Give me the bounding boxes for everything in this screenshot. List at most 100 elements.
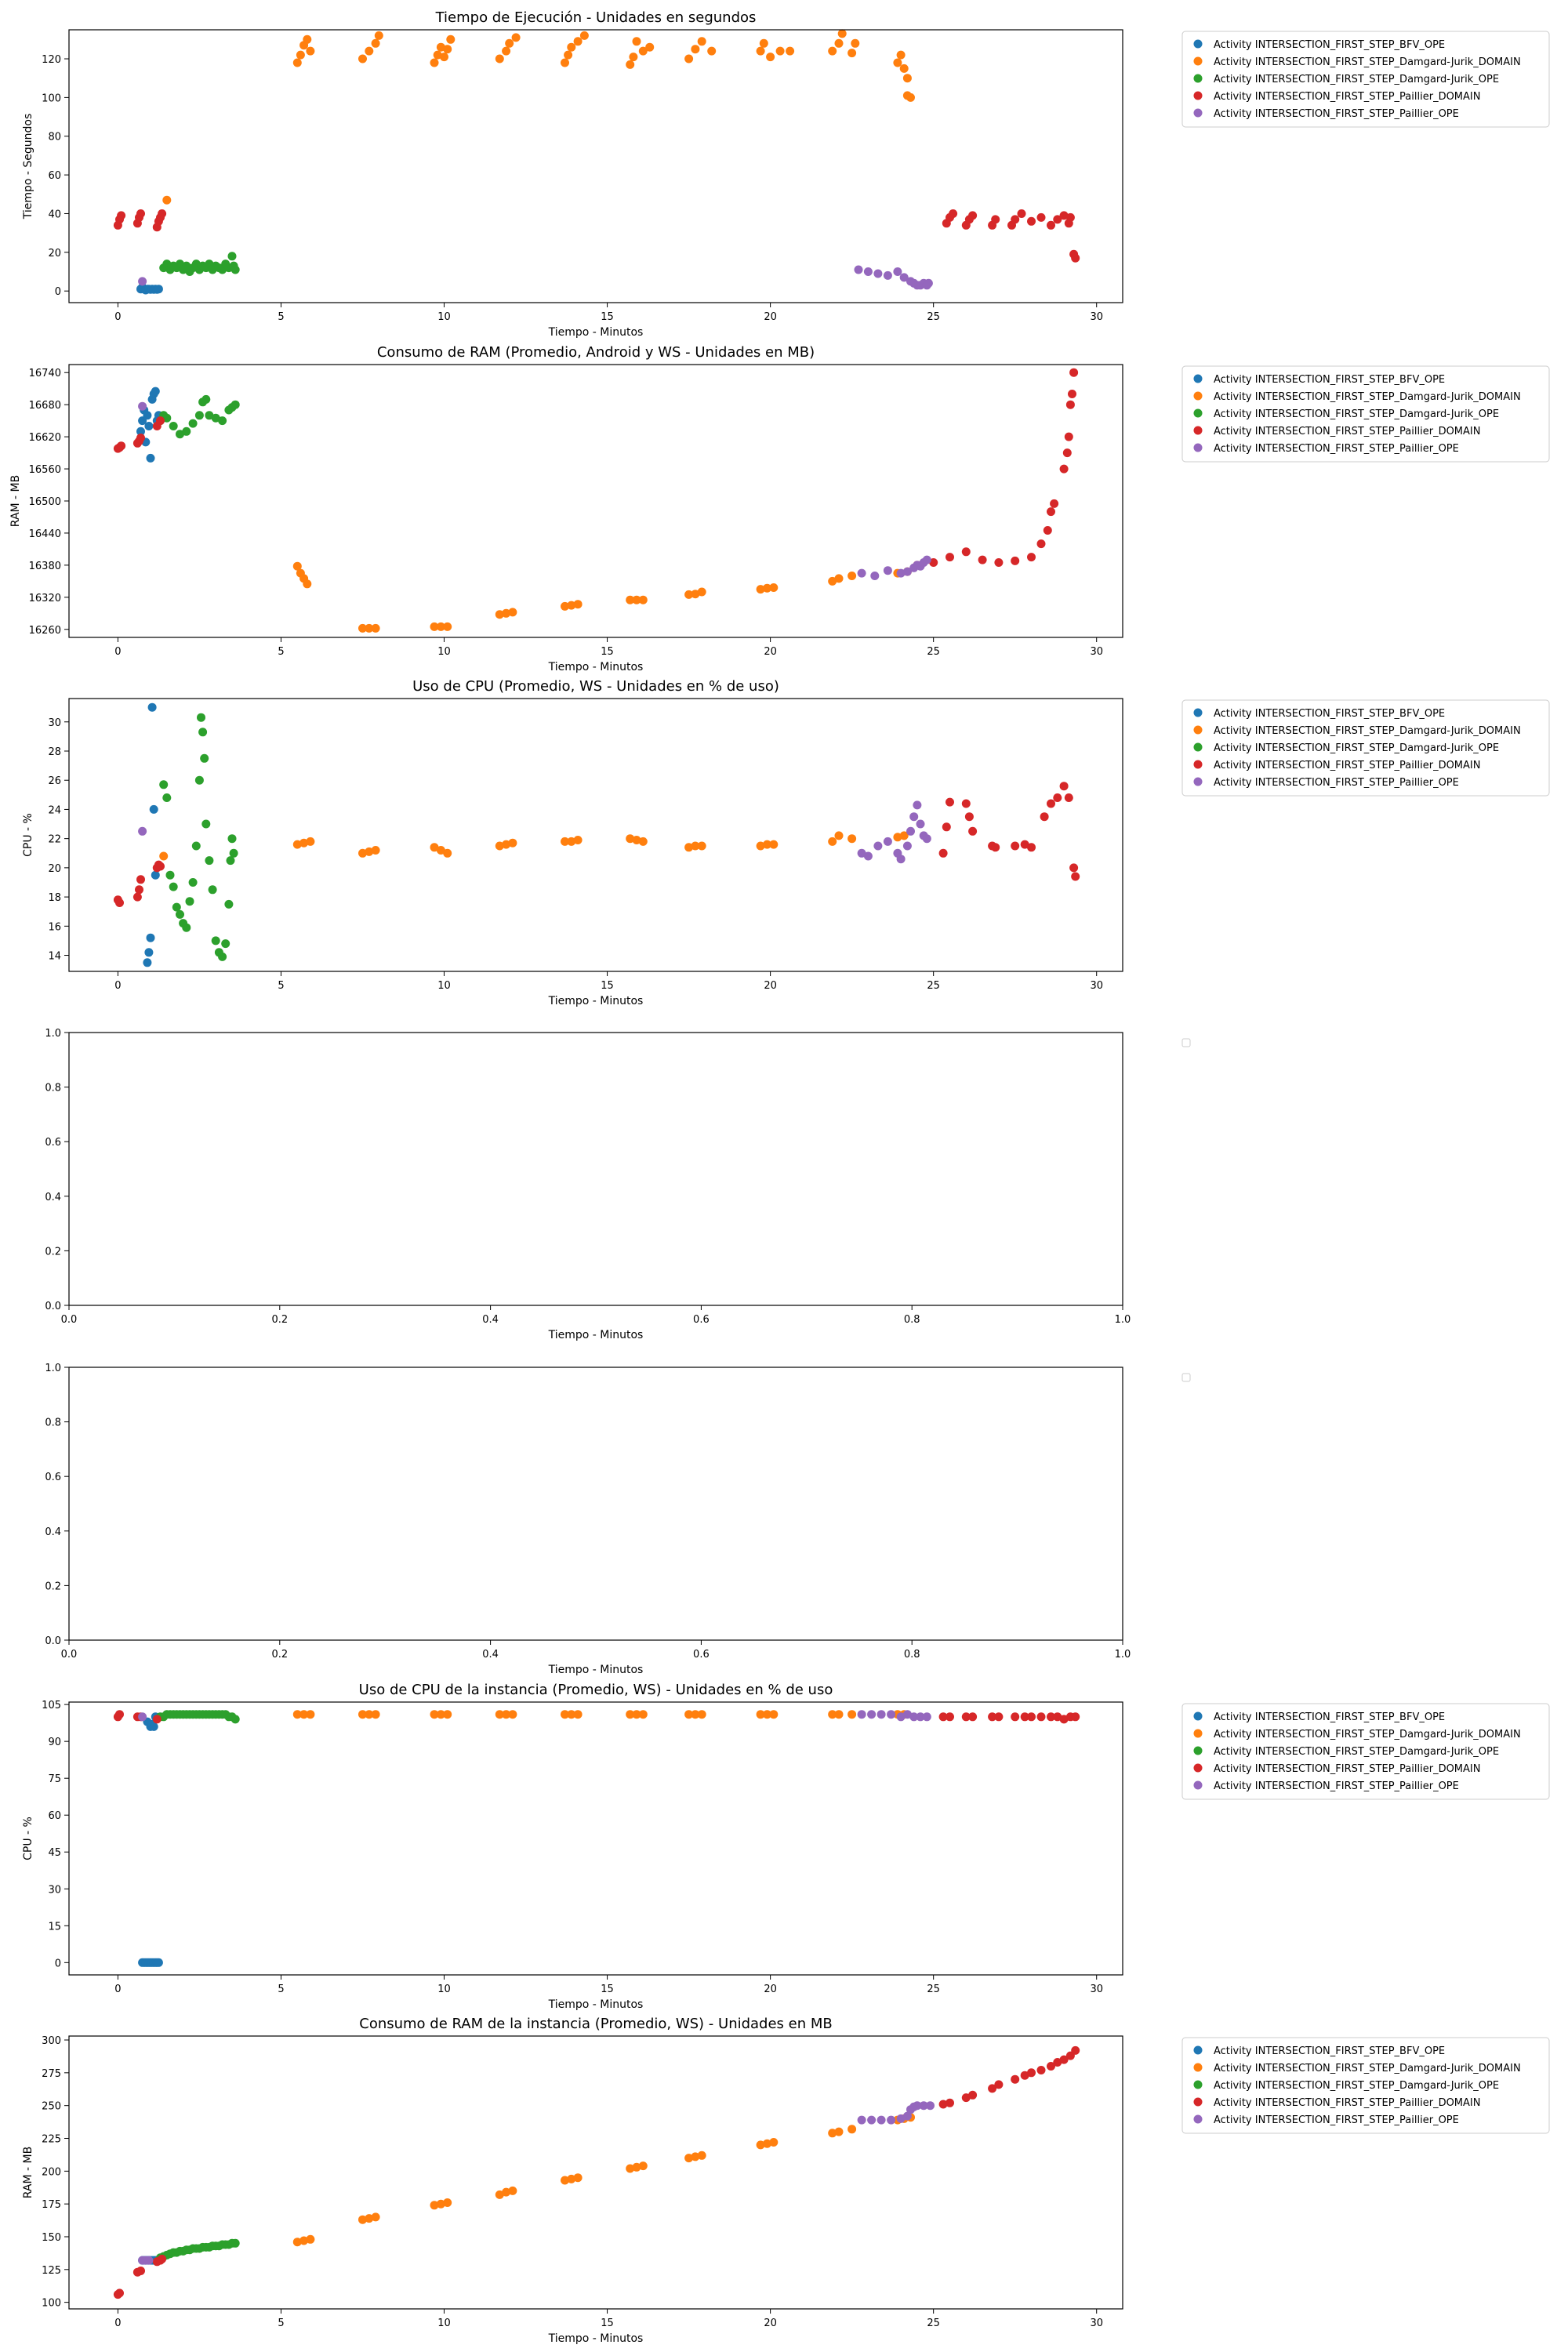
series-2 <box>162 29 915 205</box>
data-point <box>684 54 694 64</box>
data-point <box>1011 2074 1020 2084</box>
data-point <box>200 753 209 763</box>
data-point <box>440 53 448 62</box>
data-point <box>1011 1712 1020 1722</box>
x-tick-label: 15 <box>601 646 614 658</box>
data-point <box>828 1710 837 1719</box>
data-point <box>136 426 145 436</box>
data-point <box>136 209 145 218</box>
data-point <box>502 608 511 618</box>
x-tick-label: 5 <box>278 311 284 323</box>
data-point <box>1064 432 1073 441</box>
data-point <box>896 2114 906 2123</box>
y-tick-label: 20 <box>48 248 61 260</box>
data-point <box>756 841 765 851</box>
data-point <box>763 583 771 593</box>
data-point <box>371 623 380 633</box>
data-point <box>371 2212 380 2222</box>
legend-label: Activity INTERSECTION_FIRST_STEP_Damgard… <box>1214 408 1499 420</box>
chart-panel-2: Consumo de RAM (Promedio, Android y WS -… <box>9 344 1550 673</box>
data-point <box>205 856 214 866</box>
data-point <box>961 2093 971 2103</box>
data-point <box>194 411 204 420</box>
y-axis-label: CPU - % <box>22 813 34 857</box>
chart-panel-6: Uso de CPU de la instancia (Promedio, WS… <box>22 1682 1550 2011</box>
data-point <box>154 285 163 294</box>
data-point <box>201 394 211 404</box>
data-point <box>208 885 217 895</box>
data-point <box>136 2267 145 2275</box>
data-point <box>117 441 126 451</box>
data-point <box>159 851 169 861</box>
series-4 <box>113 368 1079 570</box>
data-point <box>684 2154 694 2163</box>
chart-title: Tiempo de Ejecución - Unidades en segund… <box>435 9 757 26</box>
data-point <box>883 837 892 846</box>
data-point <box>138 277 147 286</box>
data-point <box>502 840 511 849</box>
y-tick-label: 125 <box>42 2265 61 2277</box>
legend-marker <box>1193 742 1203 752</box>
data-point <box>873 269 883 278</box>
data-point <box>194 775 204 785</box>
y-tick-label: 275 <box>42 2068 61 2080</box>
y-tick-label: 105 <box>42 1700 61 1711</box>
data-point <box>626 1710 635 1719</box>
x-tick-label: 10 <box>437 646 451 658</box>
x-tick-label: 10 <box>437 980 451 992</box>
x-tick-label: 20 <box>764 646 777 658</box>
data-point <box>230 1715 240 1724</box>
y-axis-label: CPU - % <box>22 1817 34 1860</box>
legend-empty-box <box>1181 1373 1191 1382</box>
series-4 <box>113 1710 1080 1724</box>
data-point <box>561 837 569 846</box>
data-point <box>828 2129 837 2138</box>
legend-marker <box>1193 760 1203 769</box>
y-tick-label: 20 <box>48 863 61 875</box>
data-point <box>1062 448 1072 458</box>
data-point <box>446 34 456 44</box>
x-tick-label: 0.6 <box>693 1314 710 1326</box>
data-point <box>374 31 383 40</box>
data-point <box>221 939 230 949</box>
data-point <box>1059 211 1069 220</box>
y-tick-label: 200 <box>42 2166 61 2178</box>
legend <box>1181 1373 1191 1382</box>
legend-label: Activity INTERSECTION_FIRST_STEP_Paillie… <box>1214 2114 1459 2126</box>
data-point <box>909 1712 919 1722</box>
data-point <box>306 837 315 846</box>
data-point <box>968 826 978 836</box>
data-point <box>198 728 208 737</box>
data-point <box>303 34 312 44</box>
y-tick-label: 16620 <box>29 432 61 444</box>
data-point <box>1020 2071 1029 2080</box>
y-tick-label: 175 <box>42 2199 61 2211</box>
data-point <box>902 74 912 83</box>
y-tick-label: 16560 <box>29 464 61 476</box>
series-5 <box>138 265 933 290</box>
data-point <box>638 1710 648 1719</box>
x-tick-label: 5 <box>278 980 284 992</box>
data-point <box>306 1710 315 1719</box>
chart-panel-1: Tiempo de Ejecución - Unidades en segund… <box>22 9 1550 339</box>
data-point <box>899 273 909 282</box>
data-point <box>1069 368 1079 377</box>
legend-box <box>1181 699 1550 797</box>
x-tick-label: 0.2 <box>271 1649 288 1661</box>
x-tick-label: 0 <box>114 980 121 992</box>
y-tick-label: 0.0 <box>45 1635 61 1647</box>
data-point <box>1069 863 1079 873</box>
data-point <box>149 1722 158 1731</box>
data-point <box>632 836 641 844</box>
data-point <box>135 885 143 895</box>
data-point <box>638 837 648 846</box>
data-point <box>922 1712 931 1722</box>
data-point <box>230 400 240 409</box>
data-point <box>224 899 234 909</box>
y-axis-label: RAM - MB <box>22 2147 34 2198</box>
x-axis-label: Tiempo - Minutos <box>548 1998 644 2011</box>
data-point <box>626 595 635 604</box>
x-tick-label: 15 <box>601 311 614 323</box>
data-point <box>185 897 194 906</box>
data-point <box>991 843 1000 852</box>
